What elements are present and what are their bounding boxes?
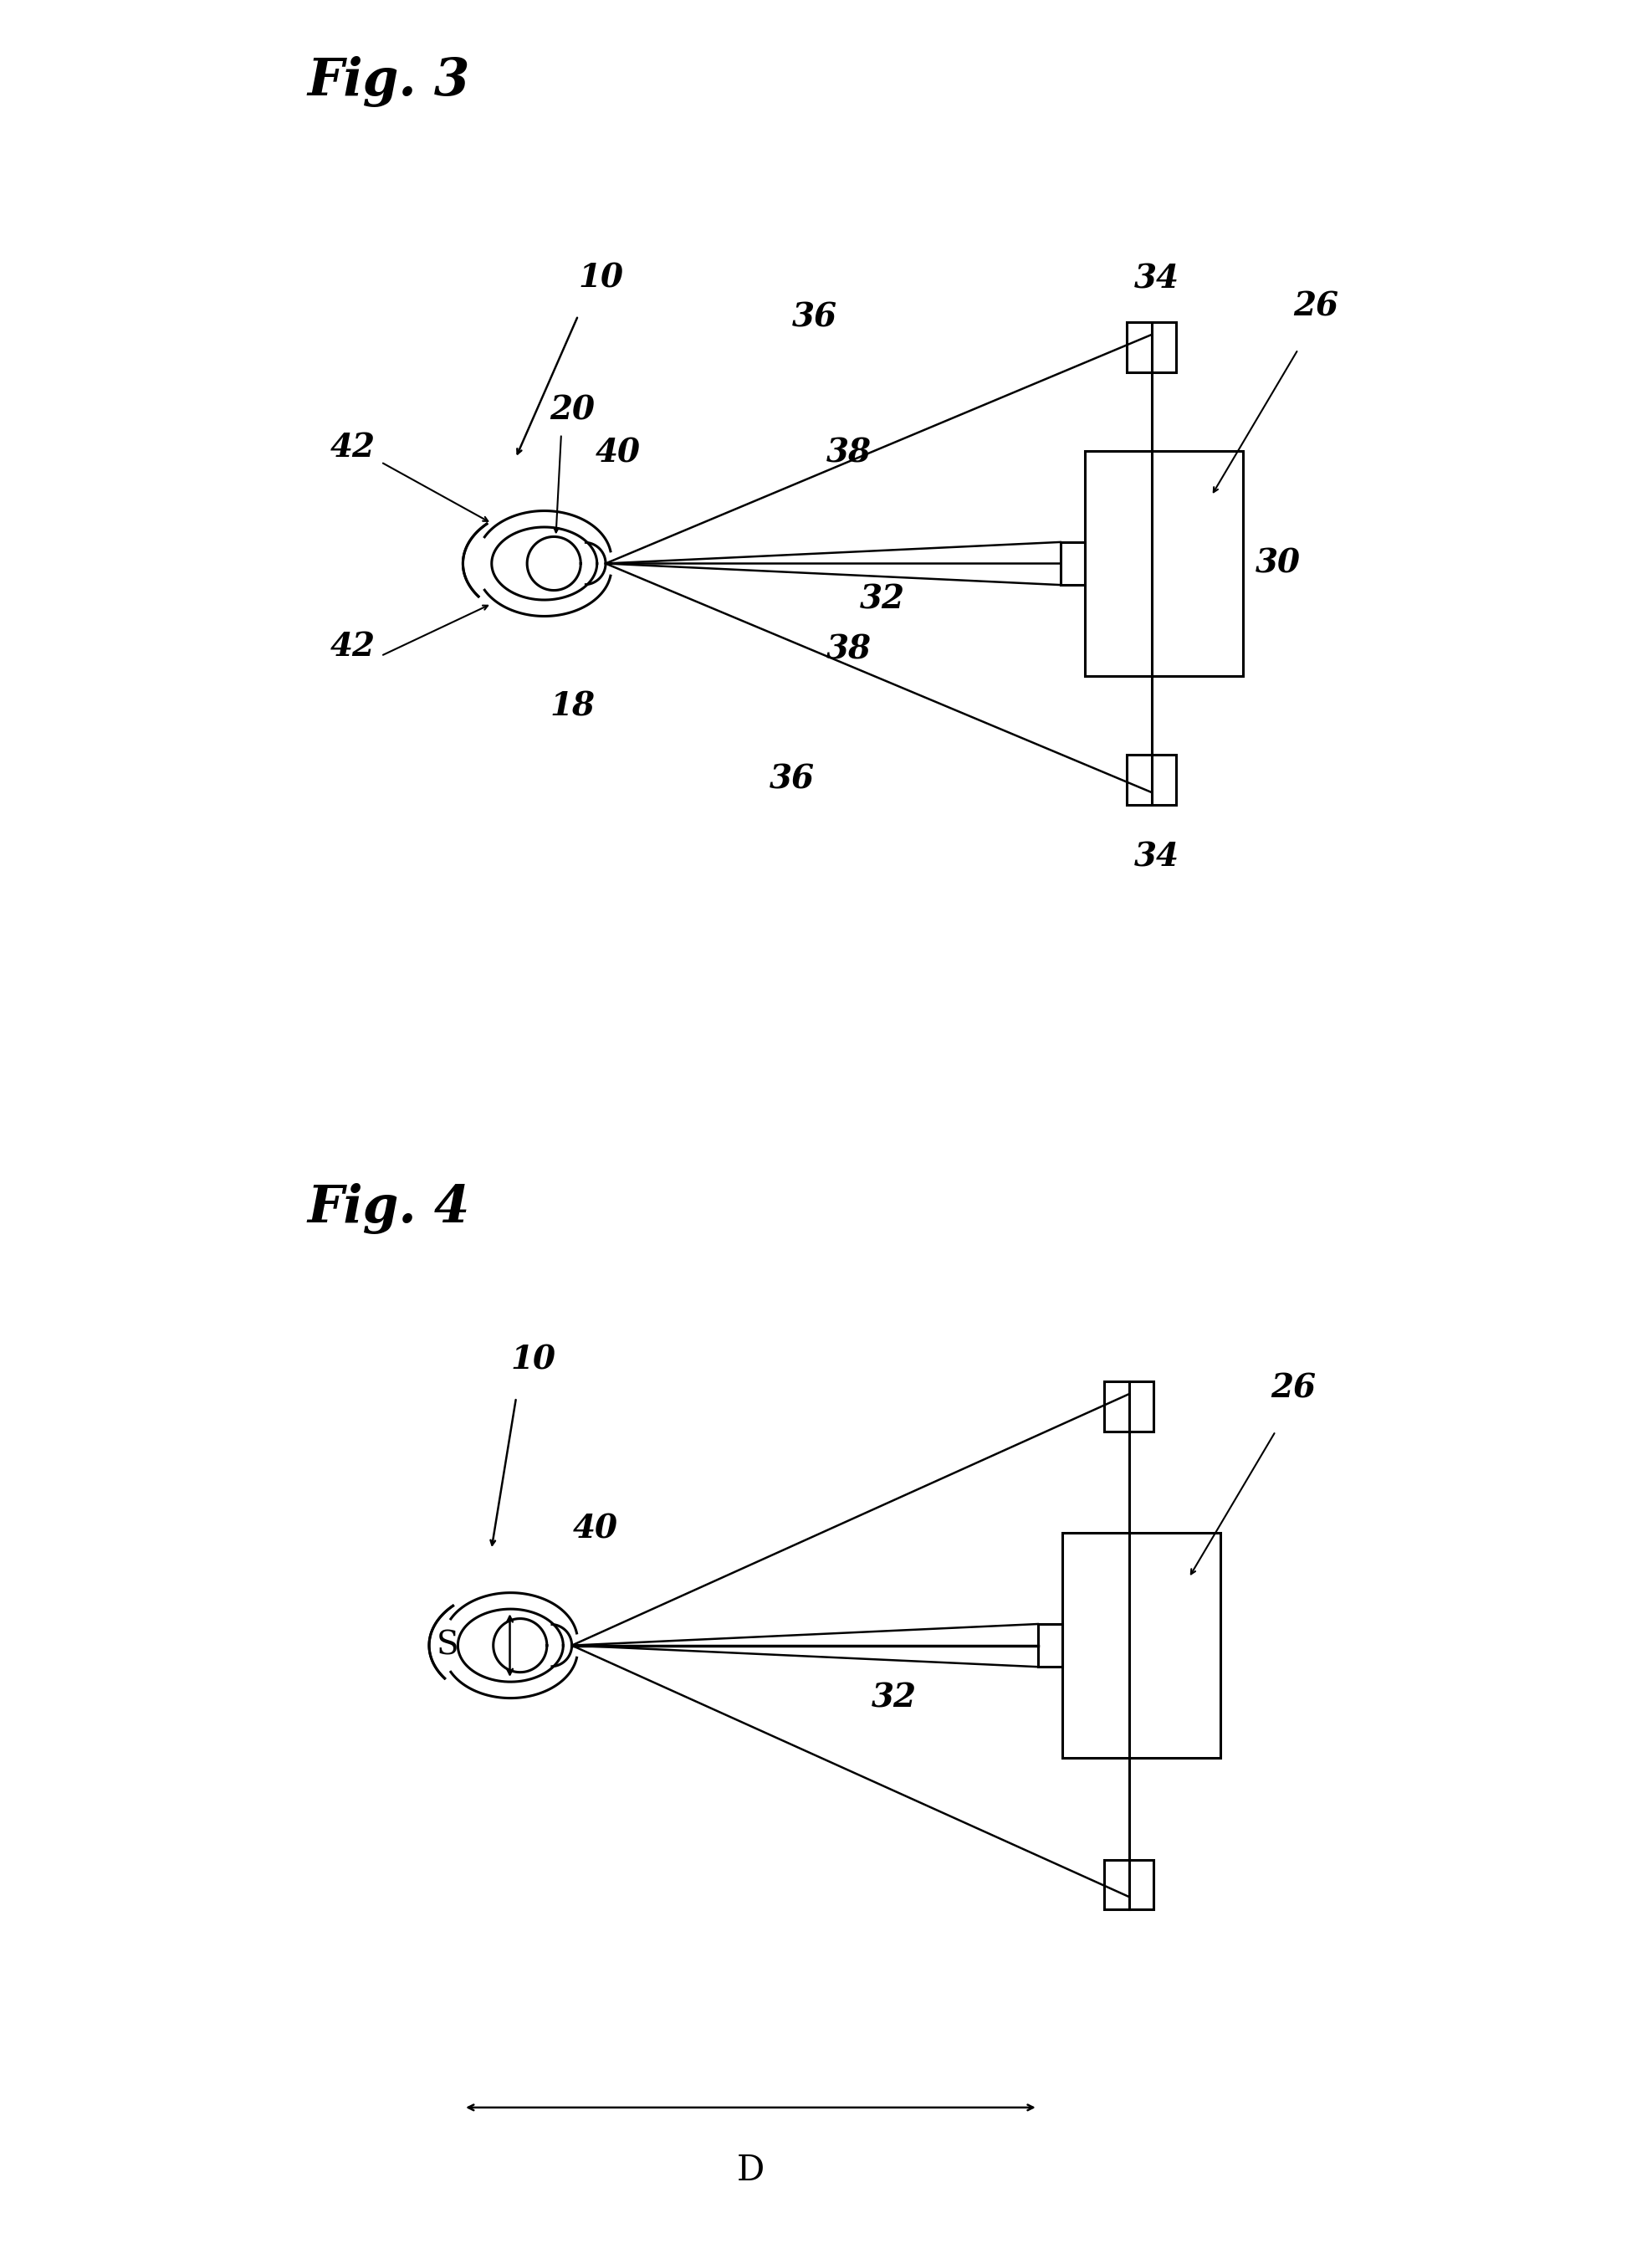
Bar: [1127, 322, 1176, 372]
Bar: [1085, 451, 1242, 676]
Text: 40: 40: [573, 1512, 618, 1544]
Text: 34: 34: [1135, 264, 1180, 295]
Bar: [1104, 1860, 1153, 1909]
Text: 42: 42: [330, 431, 375, 462]
Text: 26: 26: [1294, 291, 1338, 322]
Text: 26: 26: [1270, 1373, 1317, 1404]
Text: 10: 10: [510, 1343, 555, 1375]
Text: 34: 34: [1135, 841, 1180, 872]
Bar: [1104, 1382, 1153, 1431]
Bar: [1061, 543, 1085, 584]
Text: 10: 10: [578, 261, 623, 293]
Bar: [1062, 1533, 1221, 1758]
Text: 30: 30: [1256, 548, 1300, 579]
Text: 36: 36: [793, 302, 838, 334]
Text: 38: 38: [826, 633, 871, 665]
Text: 32: 32: [871, 1681, 917, 1713]
Text: 42: 42: [330, 631, 375, 663]
Text: Fig. 4: Fig. 4: [307, 1183, 471, 1235]
Text: Fig. 3: Fig. 3: [307, 56, 471, 108]
Text: 20: 20: [550, 394, 595, 426]
Bar: [1037, 1623, 1062, 1668]
Text: 38: 38: [826, 437, 871, 469]
Text: 40: 40: [595, 437, 641, 469]
Bar: [1127, 755, 1176, 805]
Text: S: S: [436, 1630, 459, 1661]
Text: D: D: [737, 2153, 765, 2189]
Text: 36: 36: [770, 764, 814, 796]
Text: 32: 32: [859, 584, 905, 615]
Text: 18: 18: [550, 690, 595, 721]
